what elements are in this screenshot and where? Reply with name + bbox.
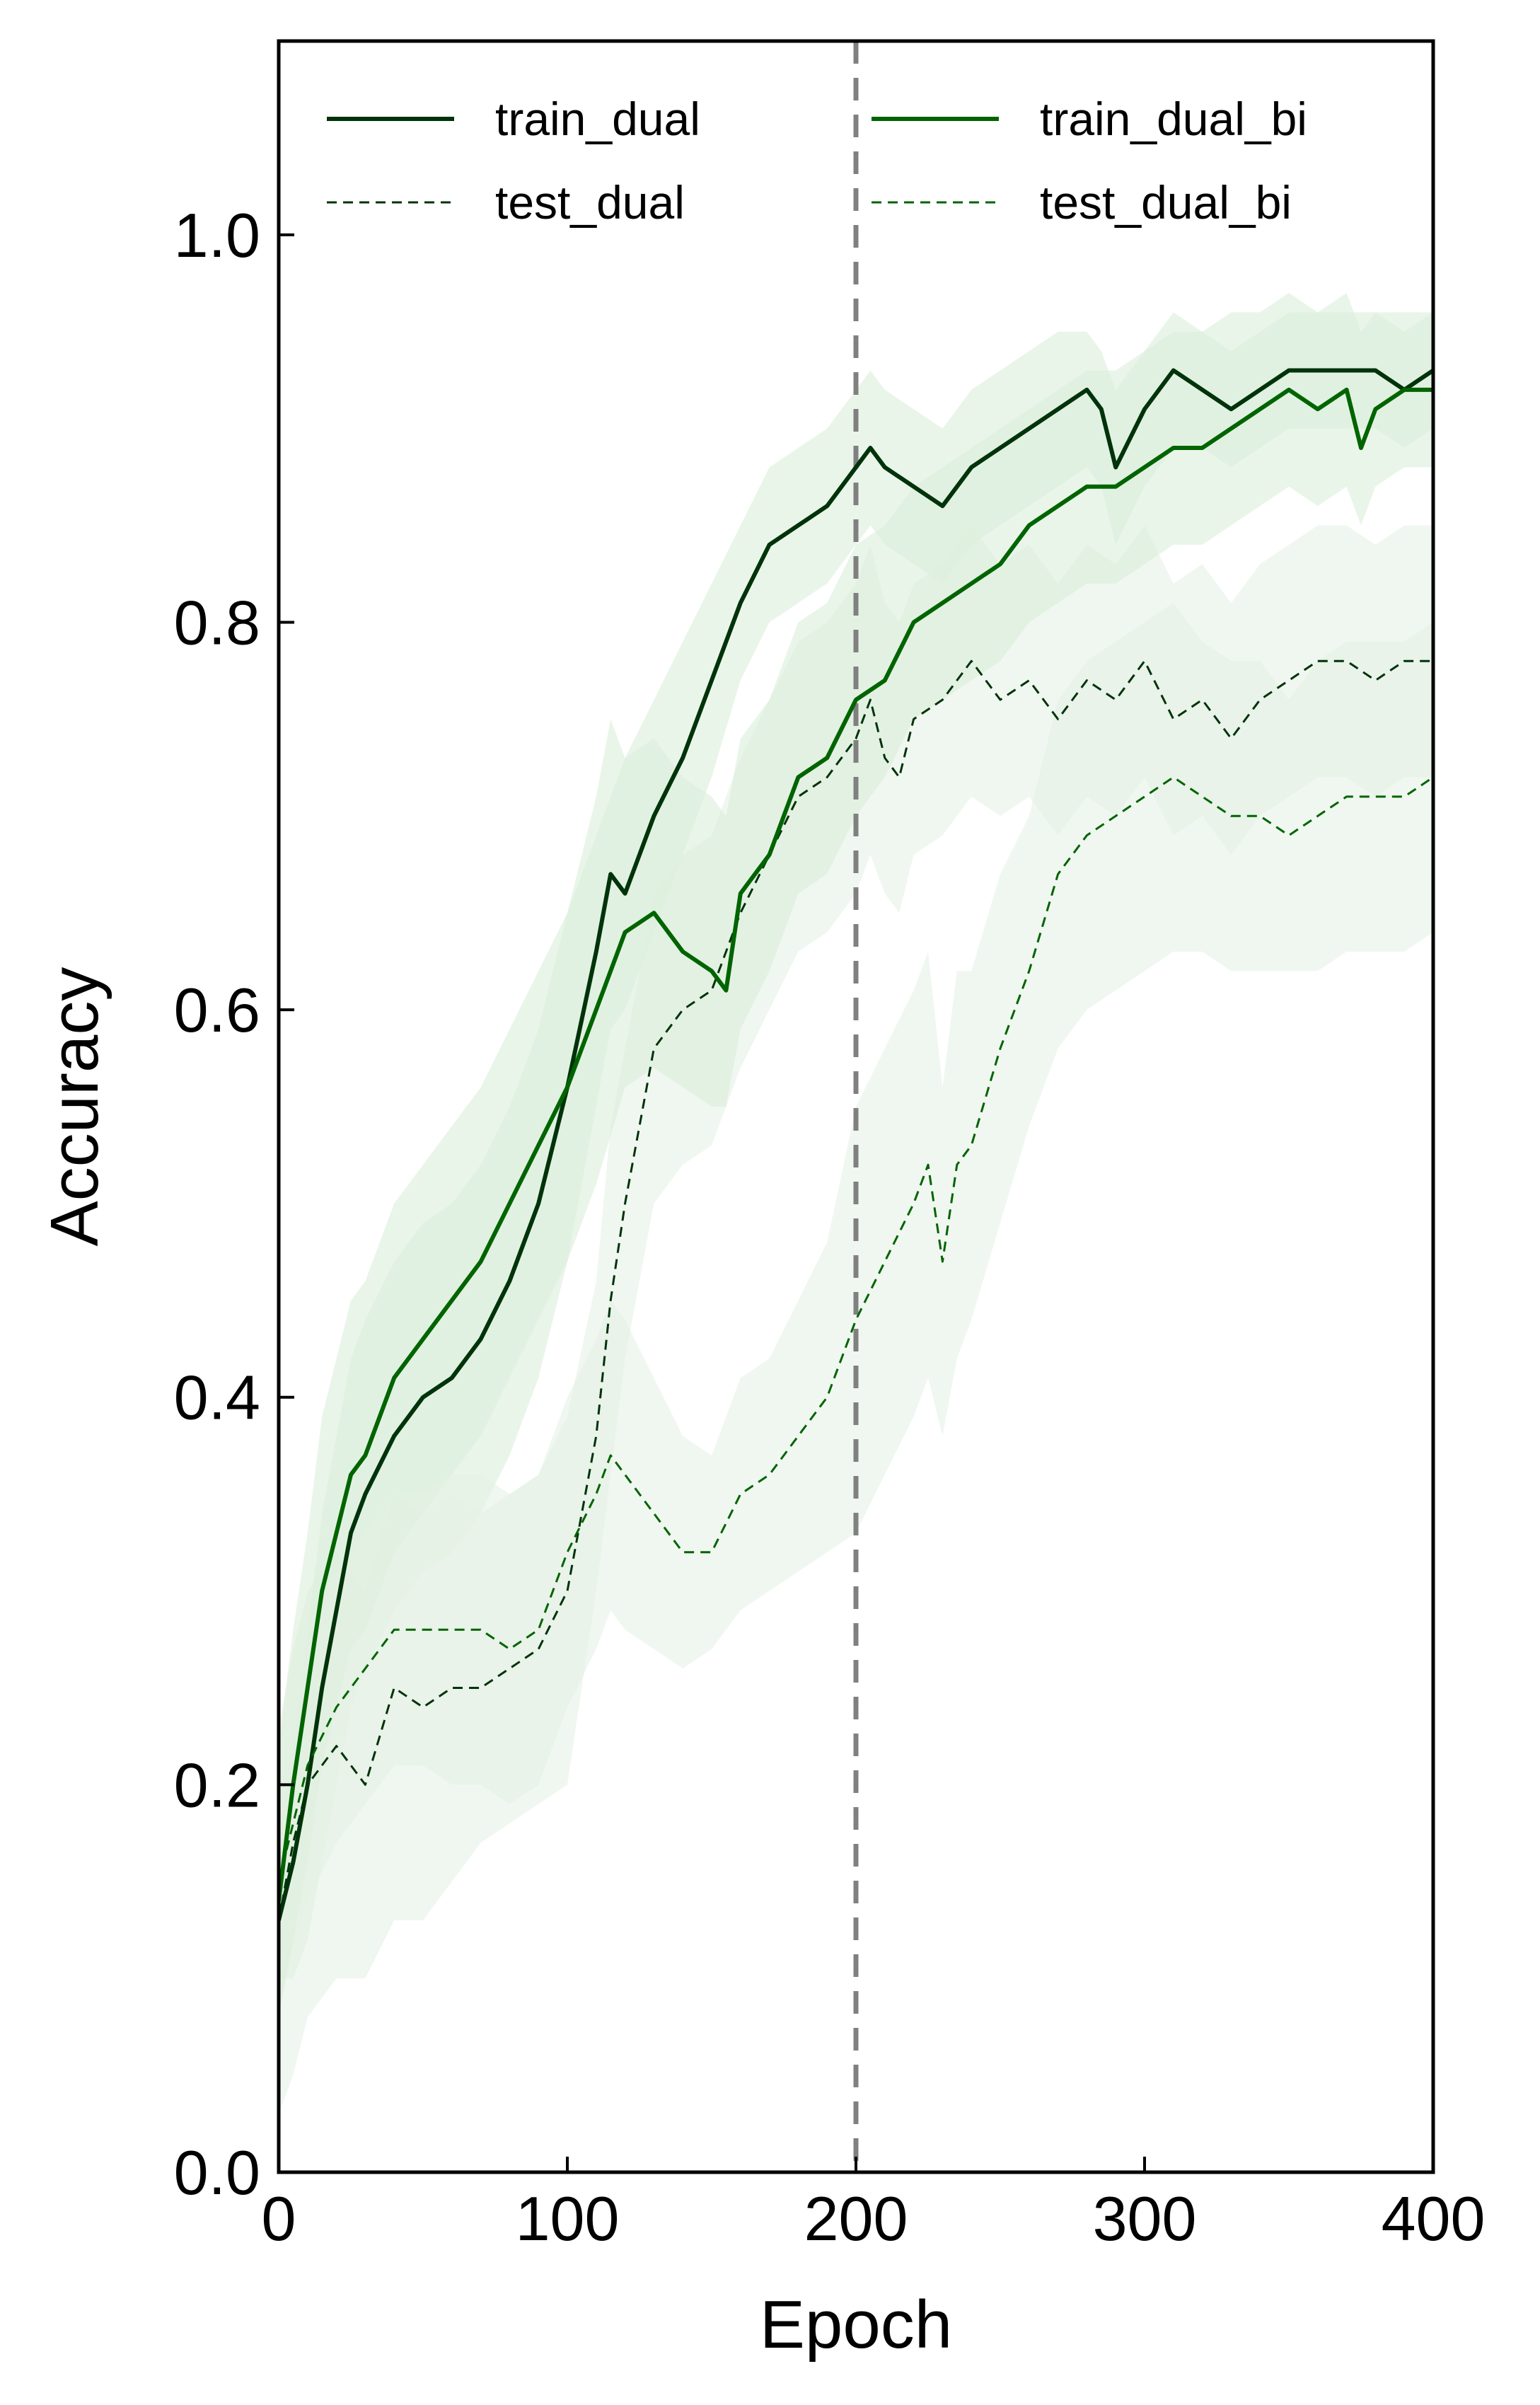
x-tick-label: 0 — [262, 2184, 296, 2254]
line-test_dual — [279, 659, 1433, 1921]
x-tick-label: 100 — [516, 2184, 620, 2254]
legend-label-test_dual_bi: test_dual_bi — [1040, 176, 1292, 229]
legend: train_dual test_dual train_dual_bi test_dua… — [327, 93, 1307, 229]
line-train_dual — [279, 368, 1433, 1921]
legend-label-train_dual: train_dual — [495, 93, 700, 145]
legend-label-test_dual: test_dual — [495, 176, 685, 229]
y-tick-label: 0.8 — [174, 587, 260, 657]
x-tick-label: 200 — [804, 2184, 908, 2254]
x-tick-label: 400 — [1382, 2184, 1486, 2254]
y-axis-title: Accuracy — [37, 967, 112, 1247]
y-tick-label: 0.0 — [174, 2138, 260, 2208]
y-axis-ticks: 0.0 0.2 0.4 0.6 0.8 1.0 — [174, 200, 294, 2208]
y-tick-label: 0.6 — [174, 975, 260, 1045]
legend-label-train_dual_bi: train_dual_bi — [1040, 93, 1307, 145]
x-tick-label: 300 — [1093, 2184, 1197, 2254]
x-axis-title: Epoch — [760, 2287, 952, 2363]
y-tick-label: 0.4 — [174, 1363, 260, 1433]
series-lines — [279, 368, 1433, 1921]
band-test_dual_bi — [279, 603, 1433, 1979]
y-tick-label: 1.0 — [174, 200, 260, 270]
x-axis-ticks: 0 100 200 300 400 — [262, 2157, 1486, 2254]
band-test_dual — [279, 525, 1433, 2114]
line-train_dual_bi — [279, 387, 1433, 1902]
y-tick-label: 0.2 — [174, 1750, 260, 1820]
